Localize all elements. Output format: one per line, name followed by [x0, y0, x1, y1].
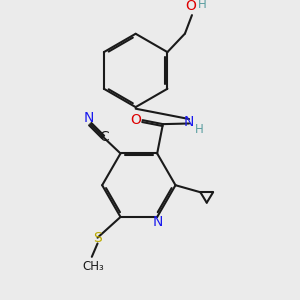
Text: S: S [93, 231, 102, 245]
Text: CH₃: CH₃ [82, 260, 104, 273]
Text: O: O [130, 112, 141, 127]
Text: N: N [153, 215, 163, 229]
Text: C: C [100, 130, 110, 144]
Text: N: N [183, 115, 194, 129]
Text: H: H [198, 0, 206, 11]
Text: H: H [195, 123, 204, 136]
Text: N: N [83, 111, 94, 125]
Text: O: O [185, 0, 196, 13]
